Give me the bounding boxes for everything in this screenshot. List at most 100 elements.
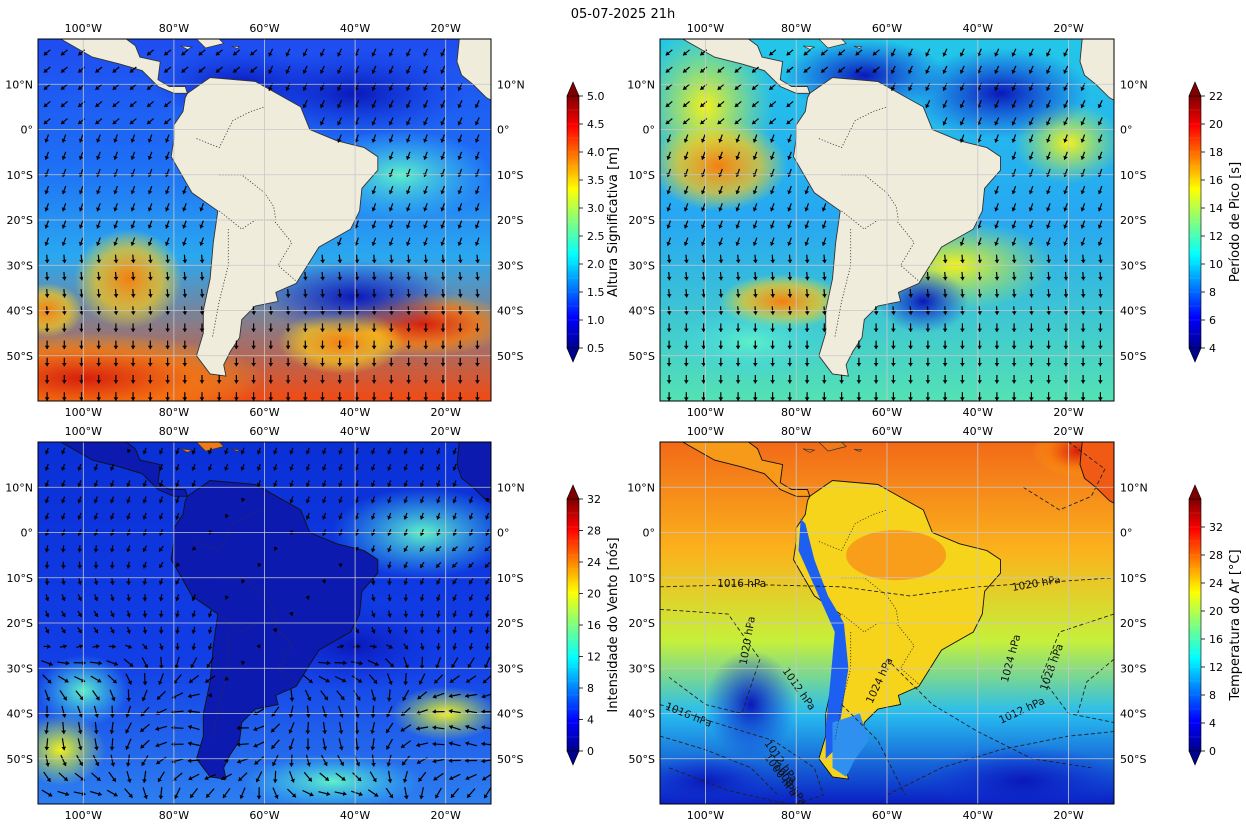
direction-arrow <box>994 271 1000 281</box>
direction-arrow <box>44 480 50 488</box>
direction-arrow <box>234 357 239 367</box>
direction-arrow <box>337 117 343 126</box>
arrow-head <box>126 613 131 618</box>
arrow-head <box>253 726 258 732</box>
arrow-head <box>418 680 424 685</box>
direction-arrow <box>440 100 446 109</box>
arrow-head <box>1046 259 1052 264</box>
arrow-head <box>370 597 376 602</box>
direction-arrow <box>821 323 827 332</box>
arrow-head <box>388 138 394 143</box>
arrow-head <box>474 224 480 229</box>
colorbar-tick-label: 0.5 <box>587 342 605 355</box>
direction-arrow <box>717 118 725 125</box>
direction-arrow <box>770 357 775 367</box>
direction-arrow <box>388 48 394 57</box>
colorbar-label: Intensidade do Vento [nós] <box>606 537 621 712</box>
arrow-head <box>435 664 440 669</box>
colorbar-tick-label: 24 <box>1209 577 1223 590</box>
direction-arrow <box>735 254 741 264</box>
arrow-head <box>1080 397 1086 401</box>
arrow-head <box>61 746 67 751</box>
arrow-head <box>158 614 164 618</box>
direction-arrow <box>336 690 345 701</box>
arrow-head <box>251 380 256 384</box>
arrow-head <box>236 725 241 731</box>
arrow-head <box>406 241 411 246</box>
direction-arrow <box>109 545 115 553</box>
direction-arrow <box>448 758 461 763</box>
direction-arrow <box>147 323 153 332</box>
arrow-head <box>432 741 436 747</box>
arrow-head <box>199 276 205 281</box>
direction-arrow <box>440 237 445 246</box>
arrow-head <box>752 102 757 107</box>
direction-arrow <box>718 323 724 332</box>
direction-arrow <box>142 545 148 553</box>
arrow-head <box>389 311 394 315</box>
arrow-head <box>61 345 67 350</box>
arrow-head <box>371 241 377 246</box>
direction-arrow <box>319 48 325 57</box>
arrow-head <box>130 241 136 246</box>
direction-arrow <box>353 644 361 649</box>
colorbar-tick-label: 4 <box>1209 717 1216 730</box>
arrow-head <box>735 276 741 281</box>
arrow-head <box>112 679 117 684</box>
country-border <box>834 229 852 338</box>
colorbar-tick-label: 6 <box>1209 314 1216 327</box>
colorbar-label: Período de Pico [s] <box>1228 162 1243 282</box>
arrow-head <box>338 450 343 455</box>
direction-arrow <box>977 289 983 298</box>
arrow-head <box>683 397 689 401</box>
arrow-head <box>684 311 689 315</box>
direction-arrow <box>60 83 68 91</box>
direction-arrow <box>1063 289 1069 298</box>
direction-arrow <box>165 289 170 298</box>
direction-arrow <box>158 610 164 618</box>
direction-arrow <box>44 496 50 504</box>
arrow-head <box>387 450 392 455</box>
arrow-head <box>406 363 411 367</box>
direction-arrow <box>208 692 213 698</box>
arrow-head <box>1063 224 1068 229</box>
arrow-head <box>165 294 170 298</box>
arrow-head <box>164 68 169 73</box>
direction-arrow <box>147 237 153 246</box>
direction-arrow <box>182 340 188 350</box>
arrow-head <box>147 328 153 332</box>
arrow-head <box>370 581 376 585</box>
direction-arrow <box>666 323 672 332</box>
arrow-head <box>735 224 740 229</box>
direction-arrow <box>419 480 425 488</box>
arrow-head <box>302 104 308 108</box>
arrow-head <box>388 224 394 229</box>
arrow-head <box>97 678 102 683</box>
arrow-head <box>977 241 982 246</box>
direction-arrow <box>165 203 170 212</box>
arrow-head <box>474 104 480 108</box>
arrow-head <box>370 450 376 455</box>
direction-arrow <box>163 49 172 56</box>
arrow-head <box>735 363 741 367</box>
arrow-head <box>465 693 469 699</box>
land-africa <box>1079 442 1114 504</box>
arrow-head <box>79 311 84 315</box>
direction-arrow <box>273 480 278 488</box>
direction-arrow <box>403 463 408 471</box>
arrow-head <box>1063 104 1068 108</box>
arrow-head <box>787 190 792 195</box>
arrow-head <box>1011 138 1017 143</box>
direction-arrow <box>44 577 50 585</box>
arrow-head <box>872 68 877 73</box>
arrow-head <box>803 51 808 56</box>
arrow-head <box>62 294 67 298</box>
arrow-head <box>403 795 409 799</box>
direction-arrow <box>96 375 102 384</box>
direction-arrow <box>96 357 102 367</box>
arrow-head <box>942 380 948 384</box>
arrow-head <box>126 581 131 585</box>
direction-arrow <box>751 83 759 91</box>
direction-arrow <box>666 357 672 367</box>
arrow-head <box>423 121 428 126</box>
